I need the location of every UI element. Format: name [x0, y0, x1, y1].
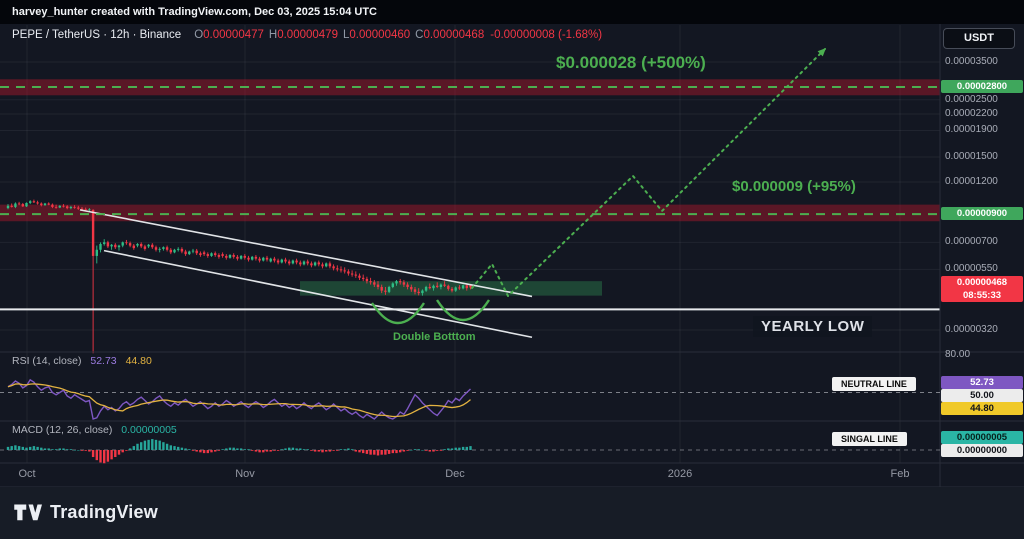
last-price-value: 0.00000468	[956, 277, 1008, 288]
time-axis-label: Feb	[890, 468, 910, 480]
macd-zero-badge: 0.00000000	[941, 444, 1023, 457]
tradingview-logo-icon	[14, 504, 42, 521]
tradingview-logo-text: TradingView	[50, 501, 158, 522]
price-axis-label: 0.00000550	[945, 263, 998, 275]
rsi-ma-value: 44.80	[125, 355, 152, 367]
lower-target-price-badge: 0.00000900	[941, 207, 1023, 220]
symbol-legend: PEPE / TetherUS · 12h · Binance O0.000004…	[12, 29, 602, 41]
macd-value-badge: 0.00000005	[941, 431, 1023, 444]
rsi-price-badge: 52.73	[941, 376, 1023, 389]
neutral-line-tag: NEUTRAL LINE	[832, 377, 916, 391]
lower-target-annotation: $0.000009 (+95%)	[732, 178, 856, 195]
macd-pane-title[interactable]: MACD (12, 26, close) 0.00000005	[12, 424, 177, 436]
rsi-mid-badge: 50.00	[941, 389, 1023, 402]
ohlc-low-value: 0.00000460	[349, 29, 411, 41]
tradingview-logo[interactable]: TradingView	[12, 500, 158, 524]
price-axis-label: 0.00003500	[945, 56, 998, 67]
upper-target-annotation: $0.000028 (+500%)	[556, 53, 706, 72]
ohlc-close-value: 0.00000468	[423, 29, 485, 41]
upper-target-price-badge: 0.00002800	[941, 80, 1023, 93]
price-axis-label: 0.00001200	[945, 175, 998, 187]
time-axis-label: 2026	[667, 468, 693, 480]
signal-line-tag: SINGAL LINE	[832, 432, 907, 446]
ohlc-open-value: 0.00000477	[203, 29, 264, 41]
price-axis-label: 0.00000320	[945, 324, 998, 336]
rsi-title-text: RSI (14, close)	[12, 355, 82, 367]
macd-title-text: MACD (12, 26, close)	[12, 424, 113, 436]
last-price-badge: 0.00000468 08:55:33	[941, 276, 1023, 302]
symbol-title[interactable]: PEPE / TetherUS · 12h · Binance	[12, 29, 182, 41]
price-axis-label: 0.00001900	[945, 124, 998, 136]
rsi-ma-badge: 44.80	[941, 402, 1023, 415]
time-axis-label: Nov	[235, 468, 255, 480]
rsi-axis-label-80: 80.00	[945, 349, 971, 360]
price-axis-label: 0.00002500	[945, 93, 998, 105]
footer-bar: TradingView	[0, 487, 1024, 539]
double-bottom-label: Double Botttom	[393, 331, 476, 343]
price-change: -0.00000008 (-1.68%)	[490, 29, 603, 41]
bar-countdown: 08:55:33	[962, 290, 1002, 301]
price-axis[interactable]: 80.00 0.00002800 0.00000900 0.00000468 0…	[941, 24, 1024, 487]
attribution-bar: harvey_hunter created with TradingView.c…	[0, 0, 1024, 24]
price-axis-label: 0.00001500	[945, 150, 998, 162]
macd-value: 0.00000005	[121, 424, 177, 436]
ohlc-open-label: O	[194, 29, 204, 41]
ohlc-high-label: H	[268, 29, 278, 41]
rsi-pane-title[interactable]: RSI (14, close) 52.73 44.80	[12, 355, 152, 367]
time-axis-label: Oct	[18, 468, 36, 480]
ohlc-close-label: C	[415, 29, 424, 41]
ohlc-low-label: L	[342, 29, 350, 41]
price-axis-label: 0.00002200	[945, 108, 998, 120]
price-axis-label: 0.00000700	[945, 236, 998, 248]
rsi-value: 52.73	[90, 355, 117, 367]
time-axis[interactable]: Oct Nov Dec 2026 Feb	[0, 464, 940, 487]
currency-toggle-button[interactable]: USDT	[943, 28, 1015, 49]
time-axis-label: Dec	[445, 468, 465, 480]
yearly-low-label: YEARLY LOW	[753, 316, 873, 337]
ohlc-high-value: 0.00000479	[277, 29, 338, 41]
